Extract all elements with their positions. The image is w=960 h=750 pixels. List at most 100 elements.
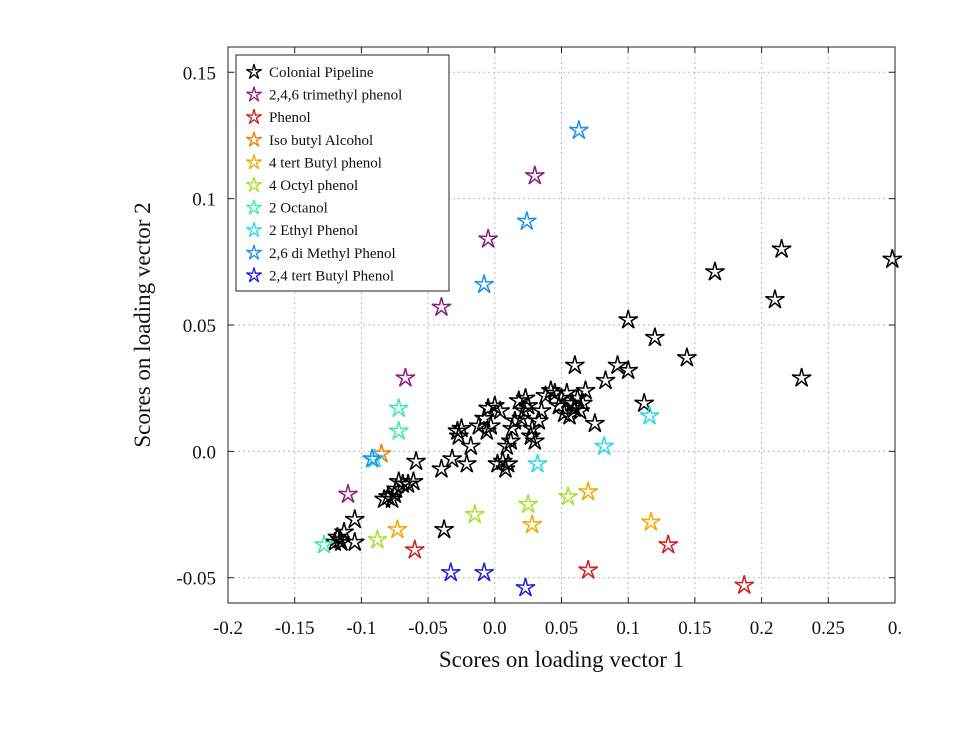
data-point (395, 367, 416, 387)
y-tick-label: 0.05 (183, 316, 216, 337)
legend-item: Phenol (246, 109, 311, 126)
plot-frame (227, 46, 896, 604)
legend-item: 4 tert Butyl phenol (246, 154, 382, 171)
legend-marker (246, 267, 262, 283)
legend-item: 2 Ethyl Phenol (246, 222, 358, 239)
x-tick-label: 0.2 (750, 618, 774, 639)
data-point (434, 519, 455, 539)
data-point (524, 431, 545, 450)
x-tick-label: -0.15 (275, 618, 315, 639)
y-tick-label: -0.05 (176, 569, 216, 590)
data-point (765, 289, 785, 309)
x-tick-label: 0.05 (545, 618, 578, 639)
series-6 (314, 398, 409, 554)
data-point (478, 228, 499, 248)
data-point (644, 327, 665, 347)
x-tick-label: 0. (888, 618, 902, 639)
data-point (362, 448, 382, 468)
legend-box (235, 54, 450, 292)
legend-item: Iso butyl Alcohol (246, 131, 373, 149)
data-point (344, 509, 365, 529)
data-point (338, 484, 358, 503)
data-point (564, 355, 585, 375)
series-1 (338, 165, 545, 503)
data-point (442, 448, 463, 468)
data-point (568, 120, 589, 140)
data-point (406, 451, 427, 471)
data-point (595, 370, 616, 390)
data-point (527, 453, 548, 473)
legend-label: Iso butyl Alcohol (269, 133, 373, 149)
data-point (531, 400, 552, 420)
data-point (515, 577, 536, 597)
data-point (387, 519, 408, 539)
y-tick-label: 0.1 (192, 190, 216, 211)
data-point (634, 393, 655, 413)
data-point (639, 405, 660, 425)
x-tick-label: 0.0 (483, 618, 507, 639)
x-tick-label: 0.15 (678, 618, 711, 639)
data-point (658, 534, 679, 554)
legend-marker (246, 63, 262, 79)
data-point (520, 426, 541, 445)
data-point (522, 418, 543, 438)
legend-label: 2 Ethyl Phenol (269, 223, 358, 239)
data-point (618, 309, 639, 329)
data-point (498, 453, 519, 473)
data-point (330, 529, 350, 549)
legend-marker (246, 109, 262, 125)
data-point (594, 436, 615, 455)
data-point (460, 436, 481, 455)
legend-marker (246, 244, 262, 260)
data-point (791, 367, 812, 387)
data-point (388, 398, 409, 418)
data-point (524, 165, 545, 185)
legend-label: 4 tert Butyl phenol (269, 155, 382, 171)
data-point (500, 431, 521, 450)
data-point (575, 380, 596, 400)
legend-item: 4 Octyl phenol (246, 176, 358, 194)
x-tick-label: -0.1 (346, 618, 376, 639)
x-tick-label: -0.05 (408, 618, 448, 639)
legend-marker (246, 131, 262, 147)
legend-item: 2,4 tert Butyl Phenol (246, 267, 394, 284)
data-point (451, 418, 472, 438)
data-point (403, 471, 424, 491)
series-0 (324, 238, 903, 552)
y-axis-label: Scores on loading vector 2 (130, 202, 155, 447)
data-point (334, 522, 354, 541)
series-4 (387, 481, 661, 539)
data-point (640, 511, 661, 531)
series-3 (371, 443, 392, 463)
data-point (584, 413, 605, 433)
x-tick-label: -0.2 (213, 618, 243, 639)
data-point (431, 297, 452, 316)
axis-ticks: -0.2 -0.15 -0.1 -0.05 0.0 0.05 0.1 0.15 0.2 0.25 0… (176, 47, 902, 639)
legend-item: 2,4,6 trimethyl phenol (246, 86, 402, 104)
legend-item: 2,6 di Methyl Phenol (246, 244, 396, 262)
data-point (607, 355, 628, 375)
data-point (371, 443, 392, 463)
legend-label: 2,4,6 trimethyl phenol (269, 88, 402, 104)
legend-label: 2,6 di Methyl Phenol (269, 246, 396, 262)
data-point (704, 261, 725, 281)
data-point (882, 249, 903, 268)
data-point (518, 395, 539, 415)
data-point (578, 559, 599, 579)
data-point (504, 410, 525, 430)
legend-marker (246, 154, 262, 170)
data-point (618, 360, 639, 380)
data-point (474, 274, 495, 294)
legend-label: 2,4 tert Butyl Phenol (269, 268, 394, 284)
data-point (344, 532, 365, 552)
series-8 (362, 120, 589, 468)
data-point (478, 398, 499, 418)
data-point (464, 504, 485, 524)
data-point (440, 562, 461, 582)
y-tick-label: 0.15 (183, 63, 216, 84)
series-2 (404, 534, 755, 594)
legend-label: 2 Octanol (269, 201, 328, 217)
data-point (771, 238, 792, 258)
data-point (516, 211, 537, 231)
